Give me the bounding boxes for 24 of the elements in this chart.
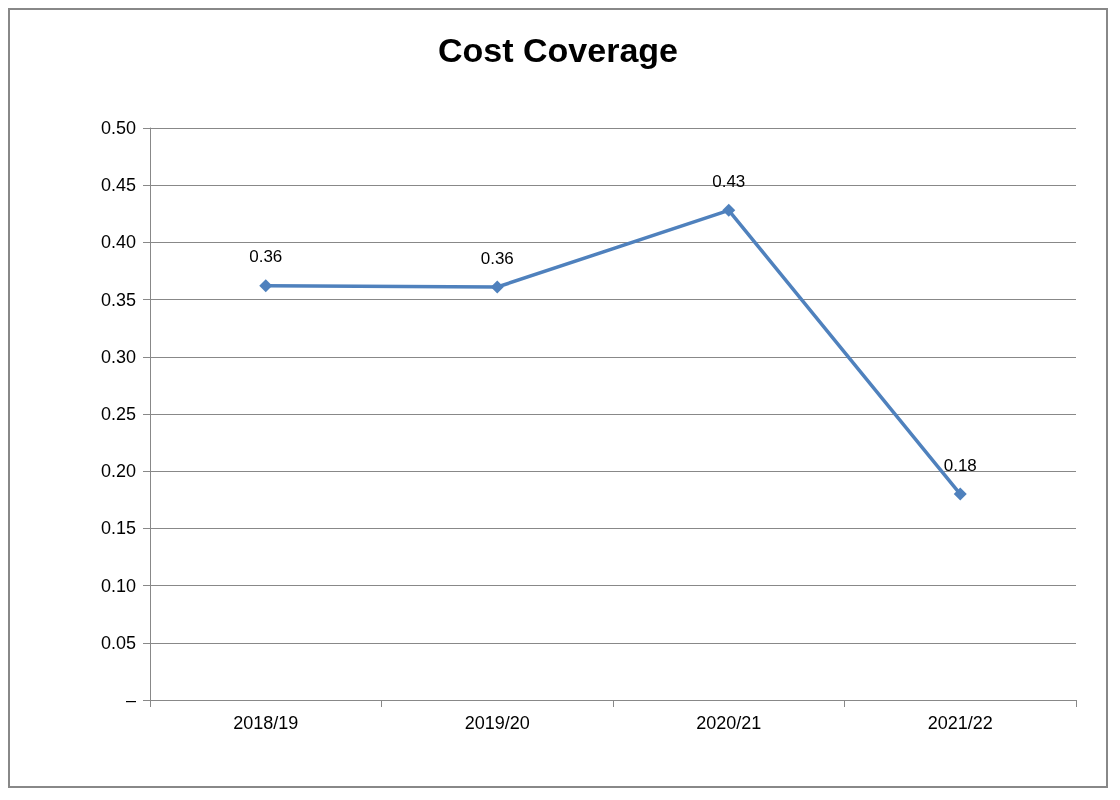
y-tick-label: 0.35: [100, 289, 136, 310]
point: [722, 203, 736, 217]
y-tick-label: 0.10: [100, 575, 136, 596]
x-tick-label: 2018/19: [233, 713, 299, 733]
data-label: 0.36: [480, 248, 514, 268]
data-label: 0.36: [249, 247, 283, 267]
point: [490, 280, 504, 294]
y-tick-label: 0.05: [100, 632, 136, 653]
y-tick-label: 0.30: [100, 346, 136, 367]
x-tick-label: 2020/21: [696, 713, 762, 733]
y-tick-label: 0.50: [100, 118, 136, 138]
x-tick-label: 2021/22: [927, 713, 993, 733]
chart-title: Cost Coverage: [438, 31, 678, 69]
y-tick-label: –: [125, 690, 136, 710]
y-tick-label: 0.25: [100, 404, 136, 424]
x-tick-label: 2019/20: [464, 713, 530, 733]
data-label: 0.18: [943, 455, 977, 475]
y-tick-label: 0.45: [100, 175, 136, 196]
point: [953, 487, 967, 501]
y-tick-label: 0.20: [100, 461, 136, 482]
y-tick-label: 0.15: [100, 518, 136, 539]
y-tick-label: 0.40: [100, 232, 136, 253]
point: [259, 279, 273, 293]
data-label: 0.43: [712, 171, 746, 191]
